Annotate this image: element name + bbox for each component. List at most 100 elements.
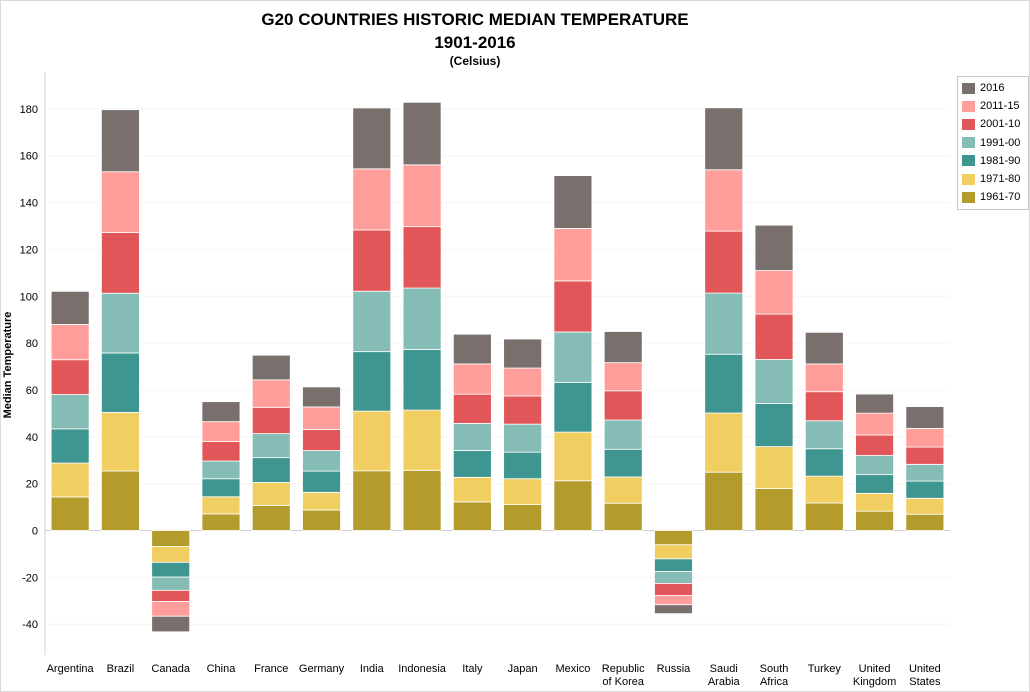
y-tick-label: 140 [20,198,38,210]
bar-segment [50,324,90,361]
x-tick-label: Russia [657,663,692,675]
bar-segment [905,463,945,482]
x-tick-label: India [360,663,385,675]
bar-segment [553,381,593,433]
bar-segment [101,412,140,472]
bar-segment [754,403,794,448]
bar-segment [553,331,593,383]
bar-segment [50,428,90,464]
legend-item[interactable]: 1971-80 [958,170,1028,188]
x-tick-label: Africa [760,676,789,688]
bar-segment [302,509,341,531]
bar-segment [352,229,392,292]
bar-segment [251,482,291,506]
bar-segment [754,270,794,315]
bar-segment [654,530,693,546]
bar-segment [553,431,593,482]
y-tick-label: 100 [20,291,38,303]
bar-segment [654,604,693,615]
bar-segment [503,451,543,480]
bar-segment [754,446,794,489]
bar-segment [503,423,543,453]
bar-segment [905,513,945,531]
legend-item[interactable]: 2016 [958,79,1028,97]
x-tick-label: South [760,663,789,675]
bar-segment [452,393,492,424]
bar-segment [603,362,643,392]
bar-segment [352,351,392,412]
chart-subtitle: 1901-2016 [434,33,516,52]
bar-segment [251,433,291,459]
bar-segment [905,497,945,515]
bar-segment [754,224,794,271]
bar-segment [654,571,693,584]
bar-segment [855,492,894,512]
bar-segment [654,583,693,596]
bar-segment [402,287,442,350]
bar-segment [452,501,492,531]
chart-unit: (Celsius) [449,54,501,68]
bar-segment [905,427,945,448]
legend-swatch [962,118,975,130]
legend-label: 2016 [980,82,1005,95]
legend-label: 1961-70 [980,191,1021,204]
legend-swatch [962,155,975,167]
bar-segment [151,546,191,563]
bar-segment [251,457,291,483]
bar-segment [855,434,894,456]
y-tick-label: 0 [32,526,38,538]
bar-segment [151,530,191,547]
bar-segment [855,510,894,531]
x-tick-label: Germany [299,663,345,675]
bar-segment [704,107,744,171]
bar-segment [603,502,643,531]
legend-item[interactable]: 1981-90 [958,152,1028,170]
bar-segment [452,450,492,478]
bar-segment [251,504,291,531]
bar-segment [201,478,241,498]
bar-segment [50,496,90,531]
bar-segment [302,429,341,451]
bar-segment [201,513,241,531]
bar-segment [101,292,140,354]
x-tick-label: Argentina [47,663,95,675]
bar-segment [101,352,140,413]
bar-segment [151,589,191,602]
bar-segment [352,107,392,170]
legend-item[interactable]: 1991-00 [958,134,1028,152]
bar-segment [704,292,744,355]
x-tick-label: China [207,663,237,675]
bar-segment [452,423,492,451]
bar-segment [754,359,794,404]
y-tick-label: 160 [20,151,38,163]
bar-segment [352,470,392,531]
bar-segment [251,379,291,408]
legend-item[interactable]: 2011-15 [958,97,1028,115]
bar-segment [503,504,543,531]
bar-segment [603,476,643,504]
legend: 2016 2011-15 2001-10 1991-00 1981-90 1971-80 1… [957,76,1029,211]
bar-segment [503,338,543,369]
bar-segment [251,406,291,435]
y-tick-label: 40 [26,432,38,444]
bar-segment [654,594,693,606]
bar-segment [704,412,744,473]
legend-label: 1971-80 [980,173,1021,186]
legend-item[interactable]: 1961-70 [958,188,1028,206]
legend-item[interactable]: 2001-10 [958,115,1028,133]
bar-segment [302,406,341,430]
x-tick-label: United [859,663,891,675]
bar-segment [101,109,140,173]
legend-label: 1981-90 [980,154,1021,167]
x-tick-label: France [254,663,288,675]
legend-swatch [962,82,975,94]
x-tick-label: Mexico [555,663,590,675]
bar-segment [855,393,894,414]
x-tick-label: Canada [151,663,190,675]
bar-segment [603,331,643,364]
bar-segment [50,394,90,430]
bar-segment [754,313,794,360]
bar-segment [201,460,241,480]
bar-segment [553,480,593,531]
